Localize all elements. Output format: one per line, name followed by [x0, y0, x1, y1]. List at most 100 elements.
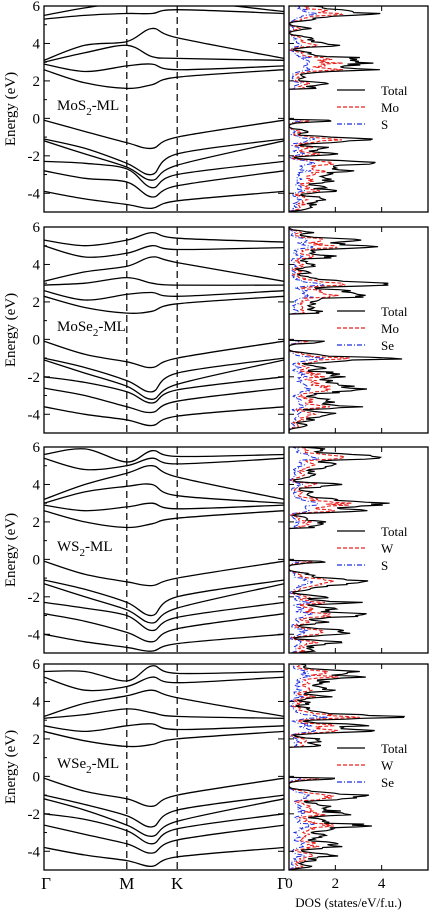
- band-line-11: [44, 170, 284, 198]
- dos-legend: Total W Se: [335, 741, 423, 790]
- band-line-9: [44, 140, 284, 181]
- dos-tick-label-4: 4: [378, 876, 386, 892]
- ylabel: Energy (eV): [3, 72, 19, 146]
- ytick-label: 2: [33, 74, 41, 90]
- band-line-10: [44, 160, 284, 189]
- band-line-7: [44, 777, 284, 807]
- band-line-10: [44, 813, 284, 845]
- band-frame: [43, 5, 285, 213]
- ytick-label: 2: [33, 295, 41, 311]
- material-label: WSe2-ML: [57, 756, 119, 776]
- dos-legend: Total Mo S: [335, 83, 423, 132]
- band-line-2: [44, 457, 284, 471]
- band-line-7: [44, 560, 284, 587]
- legend-entry: W: [381, 541, 394, 556]
- dos-chalcogen-line: [289, 227, 325, 433]
- band-frame: [43, 226, 285, 434]
- legend-entry: Total: [381, 83, 408, 98]
- dos-frame: [288, 226, 429, 434]
- band-line-7: [44, 119, 284, 150]
- band-line-6: [44, 730, 284, 748]
- panel-4: -4 -2 0 2 4 6 Energy (eV) WSe2-ML Total W Se: [3, 657, 429, 871]
- ytick-label: 6: [33, 220, 41, 236]
- band-line-4: [44, 483, 284, 504]
- ytick-label: -4: [28, 407, 41, 423]
- ytick-label: 0: [33, 332, 41, 348]
- band-line-4: [44, 276, 284, 286]
- band-lines: [44, 448, 284, 652]
- panel-1: -4 -2 0 2 4 6 Energy (eV) MoS2-ML Total Mo S: [3, 0, 429, 213]
- band-line-3: [44, 27, 284, 61]
- band-line-6: [44, 295, 284, 314]
- panel-3: -4 -2 0 2 4 6 Energy (eV) WS2-ML Total WS: [3, 440, 429, 654]
- dos-curves: [289, 447, 390, 653]
- band-line-3: [44, 256, 284, 282]
- band-line-2: [44, 676, 284, 692]
- legend-entry: S: [381, 117, 388, 132]
- band-line-9: [44, 583, 284, 624]
- band-line-2: [44, 9, 284, 20]
- band-line-8: [44, 357, 284, 393]
- dos-curves: [289, 227, 403, 433]
- band-line-12: [44, 846, 284, 867]
- dos-metal-line: [289, 664, 360, 870]
- legend-entry: Mo: [381, 321, 399, 336]
- ytick-label: 6: [33, 440, 41, 456]
- band-line-3: [44, 689, 284, 718]
- ytick-label: 2: [33, 515, 41, 531]
- dos-tick-label-2: 2: [332, 876, 340, 892]
- dos-total-line: [289, 227, 403, 433]
- band-line-11: [44, 824, 284, 854]
- dos-total-line: [289, 6, 381, 212]
- band-line-7: [44, 340, 284, 369]
- ytick-label: 0: [33, 769, 41, 785]
- band-line-11: [44, 387, 284, 414]
- band-line-9: [44, 798, 284, 837]
- dos-metal-line: [289, 6, 344, 212]
- material-label: MoSe2-ML: [57, 319, 126, 339]
- dos-frame: [288, 663, 429, 871]
- band-line-12: [44, 406, 284, 427]
- band-line-2: [44, 245, 284, 258]
- ytick-label: 0: [33, 111, 41, 127]
- legend-entry: Total: [381, 524, 408, 539]
- band-line-10: [44, 376, 284, 404]
- legend-entry: S: [381, 558, 388, 573]
- legend-entry: Total: [381, 741, 408, 756]
- band-frame: [43, 446, 285, 654]
- band-line-8: [44, 138, 284, 176]
- band-line-3: [44, 465, 284, 501]
- band-line-12: [44, 190, 284, 210]
- dos-chalcogen-line: [289, 447, 320, 653]
- band-line-6: [44, 510, 284, 529]
- ytick-label: -4: [28, 844, 41, 860]
- ylabel: Energy (eV): [3, 293, 19, 367]
- ytick-label: 0: [33, 552, 41, 568]
- band-line-12: [44, 633, 284, 652]
- band-line-4: [44, 708, 284, 719]
- dos-metal-line: [289, 227, 350, 433]
- band-line-5: [44, 290, 284, 301]
- panel-2: -4 -2 0 2 4 6 Energy (eV) MoSe2-ML Total Mo Se: [3, 220, 429, 434]
- band-line-5: [44, 723, 284, 733]
- panels-layer: -4 -2 0 2 4 6 Energy (eV) MoS2-ML Total Mo S -4 -2 0 2…: [3, 0, 429, 871]
- band-lines: [44, 231, 284, 427]
- band-lines: [44, 6, 284, 210]
- dos-metal-line: [289, 447, 352, 653]
- band-line-1: [44, 448, 284, 463]
- kpoint-label-gamma-end: Γ: [277, 874, 287, 893]
- legend-entry: Se: [381, 775, 394, 790]
- ytick-label: 4: [33, 36, 41, 52]
- kpoint-label-gamma-start: Γ: [41, 874, 51, 893]
- legend-entry: W: [381, 758, 394, 773]
- band-line-5: [44, 502, 284, 512]
- dos-curves: [289, 664, 406, 870]
- ytick-label: 2: [33, 732, 41, 748]
- legend-entry: Mo: [381, 100, 399, 115]
- ylabel: Energy (eV): [3, 513, 19, 587]
- ylabel: Energy (eV): [3, 730, 19, 804]
- ytick-label: -2: [28, 807, 41, 823]
- dos-chalcogen-line: [289, 6, 319, 212]
- dos-xlabel: DOS (states/eV/f.u.): [295, 895, 402, 910]
- band-line-11: [44, 613, 284, 643]
